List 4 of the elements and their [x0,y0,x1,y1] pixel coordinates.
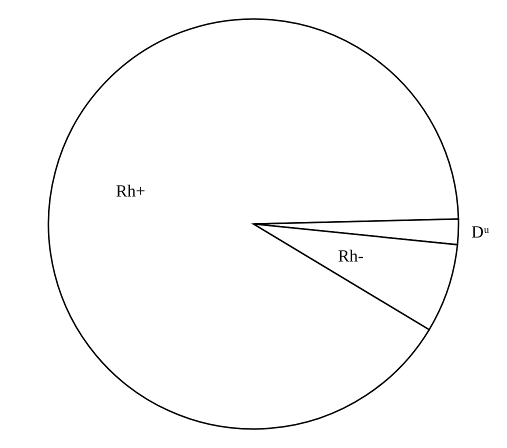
slice-label: Rh+ [116,182,146,201]
slice-label: Rh- [338,246,364,266]
pie-slice [48,18,460,430]
slice-label: Dᵘ [471,222,490,242]
